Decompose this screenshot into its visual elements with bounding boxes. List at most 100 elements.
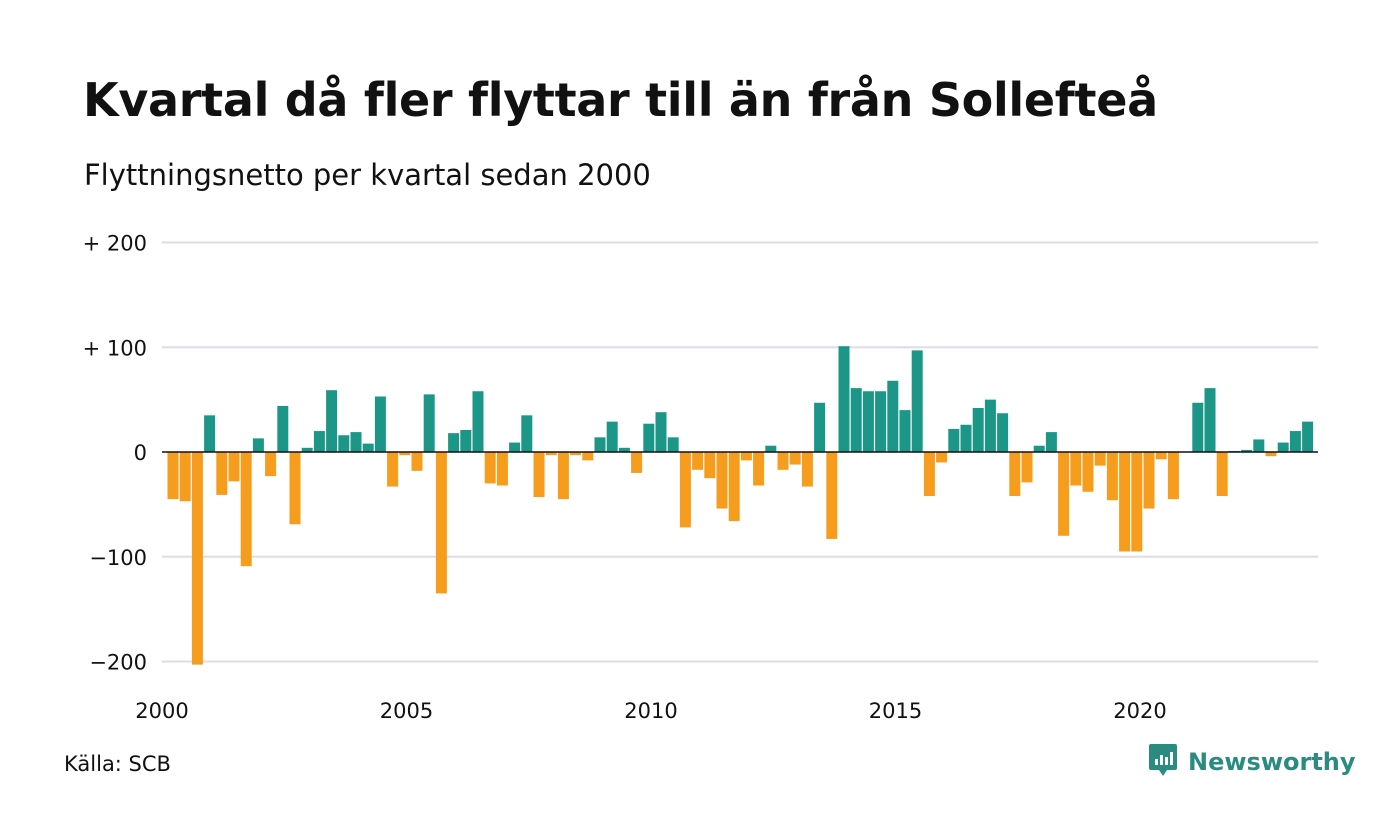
x-tick-label: 2000 bbox=[135, 699, 188, 723]
bar bbox=[448, 433, 460, 452]
chart-subtitle: Flyttningsnetto per kvartal sedan 2000 bbox=[84, 158, 651, 192]
bar bbox=[923, 452, 935, 496]
bar bbox=[228, 452, 240, 482]
bar bbox=[740, 452, 752, 461]
bar bbox=[850, 388, 862, 452]
bar bbox=[1119, 452, 1131, 552]
bar bbox=[997, 413, 1009, 452]
bar bbox=[655, 412, 667, 452]
bar bbox=[570, 452, 582, 456]
bar bbox=[826, 452, 838, 539]
bar bbox=[460, 430, 472, 452]
bar bbox=[1192, 402, 1204, 452]
bar bbox=[240, 452, 252, 567]
bar bbox=[423, 394, 435, 452]
x-tick-label: 2020 bbox=[1113, 699, 1166, 723]
y-tick-label: + 100 bbox=[83, 336, 147, 360]
chart-title: Kvartal då fler flyttar till än från Sol… bbox=[83, 73, 1158, 127]
bar bbox=[1033, 445, 1045, 452]
bar bbox=[252, 438, 264, 452]
newsworthy-logo-icon bbox=[1148, 742, 1178, 782]
brand-logo[interactable]: Newsworthy bbox=[1148, 744, 1356, 780]
bar bbox=[899, 410, 911, 452]
gridlines bbox=[162, 241, 1318, 663]
bar bbox=[984, 399, 996, 452]
bar bbox=[801, 452, 813, 487]
bar bbox=[496, 452, 508, 486]
bar bbox=[1277, 442, 1289, 452]
bar bbox=[1253, 439, 1265, 452]
bar bbox=[399, 452, 411, 456]
bar bbox=[948, 428, 960, 452]
bar bbox=[484, 452, 496, 484]
bar bbox=[692, 452, 704, 470]
source-note: Källa: SCB bbox=[64, 752, 171, 776]
bar bbox=[887, 380, 899, 452]
bar bbox=[1167, 452, 1179, 500]
bar bbox=[1070, 452, 1082, 486]
bar bbox=[936, 452, 948, 463]
bar bbox=[167, 452, 179, 500]
bar bbox=[204, 415, 216, 452]
bar bbox=[277, 405, 289, 452]
bar bbox=[387, 452, 399, 487]
bar bbox=[521, 415, 533, 452]
bar bbox=[960, 424, 972, 452]
bar bbox=[643, 423, 655, 452]
bar bbox=[509, 442, 521, 452]
bar bbox=[789, 452, 801, 465]
bar bbox=[191, 452, 203, 665]
bar bbox=[716, 452, 728, 509]
bar bbox=[679, 452, 691, 528]
y-tick-label: −100 bbox=[89, 546, 147, 570]
bar bbox=[374, 396, 386, 452]
bar bbox=[326, 390, 338, 452]
bar bbox=[1289, 431, 1301, 452]
bar bbox=[1302, 421, 1314, 452]
bar bbox=[777, 452, 789, 470]
bar bbox=[667, 437, 679, 452]
bar bbox=[533, 452, 545, 498]
bar bbox=[1216, 452, 1228, 496]
bar bbox=[1204, 388, 1216, 452]
bar bbox=[1155, 452, 1167, 460]
bar bbox=[1094, 452, 1106, 466]
bar bbox=[1058, 452, 1070, 536]
bar bbox=[1265, 452, 1277, 457]
bar bbox=[606, 421, 618, 452]
bar bbox=[289, 452, 301, 525]
bar bbox=[1082, 452, 1094, 492]
bars bbox=[167, 346, 1314, 665]
bar bbox=[301, 447, 313, 452]
bar bbox=[557, 452, 569, 500]
bar bbox=[1106, 452, 1118, 501]
bar bbox=[265, 452, 277, 477]
bar bbox=[728, 452, 740, 522]
x-tick-label: 2010 bbox=[624, 699, 677, 723]
y-tick-label: −200 bbox=[89, 651, 147, 675]
bar bbox=[338, 435, 350, 452]
bar bbox=[838, 346, 850, 452]
bar bbox=[862, 391, 874, 452]
x-tick-label: 2005 bbox=[380, 699, 433, 723]
bar bbox=[1131, 452, 1143, 552]
bar bbox=[618, 447, 630, 452]
bar bbox=[594, 437, 606, 452]
bar bbox=[1241, 449, 1253, 452]
bar bbox=[362, 443, 374, 452]
bar bbox=[765, 445, 777, 452]
x-tick-label: 2015 bbox=[869, 699, 922, 723]
bar bbox=[472, 391, 484, 452]
bar bbox=[435, 452, 447, 594]
bar bbox=[875, 391, 887, 452]
bar bbox=[582, 452, 594, 461]
brand-name: Newsworthy bbox=[1188, 748, 1356, 776]
bar bbox=[350, 432, 362, 452]
bar bbox=[1045, 432, 1057, 452]
bar bbox=[216, 452, 228, 495]
bar bbox=[1021, 452, 1033, 483]
bar bbox=[704, 452, 716, 479]
bar bbox=[753, 452, 765, 486]
